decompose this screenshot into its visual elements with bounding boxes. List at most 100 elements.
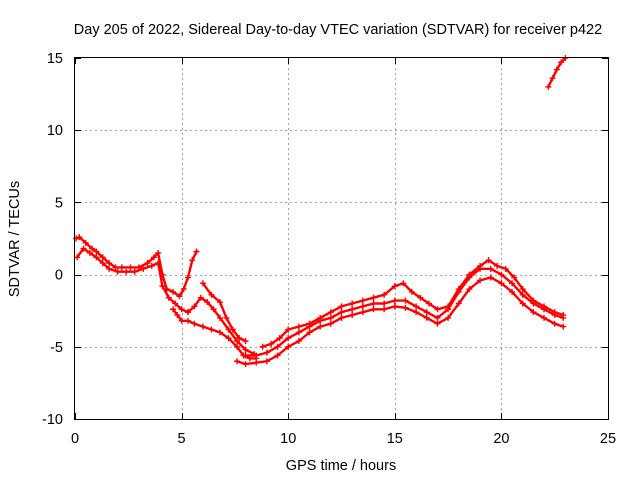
- data-point-marker: [99, 260, 106, 267]
- data-point-marker: [413, 309, 420, 316]
- data-point-marker: [370, 306, 377, 313]
- x-axis-label: GPS time / hours: [286, 458, 396, 474]
- data-point-marker: [191, 320, 198, 327]
- data-point-marker: [381, 300, 388, 307]
- data-point-marker: [381, 291, 388, 298]
- data-point-marker: [391, 303, 398, 310]
- data-point-marker: [74, 254, 81, 261]
- data-point-marker: [155, 260, 162, 267]
- data-point-marker: [114, 268, 121, 275]
- data-point-marker: [519, 291, 526, 298]
- data-point-marker: [118, 264, 125, 271]
- y-tick-label: 15: [47, 51, 63, 67]
- data-point-marker: [327, 314, 334, 321]
- data-point-marker: [131, 268, 138, 275]
- data-point-marker: [82, 239, 89, 246]
- data-point-marker: [148, 262, 155, 269]
- data-point-marker: [229, 326, 236, 333]
- data-point-marker: [253, 352, 260, 359]
- data-point-marker: [106, 260, 113, 267]
- y-tick-label: 0: [55, 268, 63, 284]
- data-point-marker: [242, 361, 249, 368]
- data-point-marker: [208, 326, 215, 333]
- series-line: [74, 235, 198, 298]
- x-tick-label: 10: [280, 431, 296, 447]
- data-point-marker: [445, 303, 452, 310]
- data-point-marker: [359, 297, 366, 304]
- data-point-marker: [509, 288, 516, 295]
- data-point-marker: [545, 83, 552, 90]
- data-point-marker: [172, 300, 179, 307]
- data-point-marker: [210, 306, 217, 313]
- data-point-marker: [197, 294, 204, 301]
- data-point-marker: [276, 335, 283, 342]
- data-point-marker: [477, 262, 484, 269]
- data-point-marker: [327, 309, 334, 316]
- data-point-marker: [259, 343, 266, 350]
- data-series: [73, 55, 569, 368]
- data-point-marker: [285, 326, 292, 333]
- data-point-marker: [180, 286, 187, 293]
- data-point-marker: [498, 280, 505, 287]
- data-point-marker: [359, 303, 366, 310]
- chart-title: Day 205 of 2022, Sidereal Day-to-day VTE…: [74, 22, 602, 38]
- data-point-marker: [349, 312, 356, 319]
- data-point-marker: [306, 320, 313, 327]
- data-point-marker: [184, 274, 191, 281]
- data-point-marker: [466, 271, 473, 278]
- data-point-marker: [165, 294, 172, 301]
- series-descent-b: [184, 294, 258, 358]
- data-point-marker: [242, 338, 249, 345]
- grid-lines: [75, 58, 608, 419]
- data-point-marker: [466, 286, 473, 293]
- x-tick-label: 25: [600, 431, 616, 447]
- data-point-marker: [317, 323, 324, 330]
- data-point-marker: [494, 262, 501, 269]
- data-point-marker: [155, 249, 162, 256]
- y-tick-label: -10: [42, 412, 63, 428]
- data-point-marker: [199, 280, 206, 287]
- y-tick-label: 5: [55, 195, 63, 211]
- data-point-marker: [89, 245, 96, 252]
- data-point-marker: [80, 245, 87, 252]
- data-point-marker: [234, 358, 241, 365]
- data-point-marker: [370, 300, 377, 307]
- data-point-marker: [477, 277, 484, 284]
- data-point-marker: [274, 343, 281, 350]
- data-point-marker: [511, 274, 518, 281]
- data-point-marker: [551, 309, 558, 316]
- series-line: [235, 276, 565, 366]
- data-point-marker: [86, 249, 93, 256]
- data-point-marker: [295, 329, 302, 336]
- data-point-marker: [184, 317, 191, 324]
- data-point-marker: [541, 303, 548, 310]
- data-point-marker: [359, 309, 366, 316]
- data-point-marker: [242, 346, 249, 353]
- plot-frame: [74, 57, 609, 420]
- data-point-marker: [402, 297, 409, 304]
- data-point-marker: [295, 338, 302, 345]
- data-point-marker: [150, 254, 157, 261]
- data-point-marker: [170, 288, 177, 295]
- data-point-marker: [317, 314, 324, 321]
- data-point-marker: [216, 329, 223, 336]
- data-point-marker: [455, 286, 462, 293]
- data-point-marker: [295, 323, 302, 330]
- data-point-marker: [253, 359, 260, 366]
- data-point-marker: [327, 320, 334, 327]
- data-point-marker: [349, 306, 356, 313]
- data-point-marker: [391, 283, 398, 290]
- data-point-marker: [485, 257, 492, 264]
- data-point-marker: [159, 283, 166, 290]
- data-point-marker: [208, 291, 215, 298]
- data-point-marker: [268, 340, 275, 347]
- data-point-marker: [236, 335, 243, 342]
- data-point-marker: [285, 343, 292, 350]
- data-point-marker: [93, 248, 100, 255]
- data-point-marker: [370, 294, 377, 301]
- x-tick-label: 15: [387, 431, 403, 447]
- data-point-marker: [225, 335, 232, 342]
- data-point-marker: [541, 314, 548, 321]
- data-point-marker: [381, 306, 388, 313]
